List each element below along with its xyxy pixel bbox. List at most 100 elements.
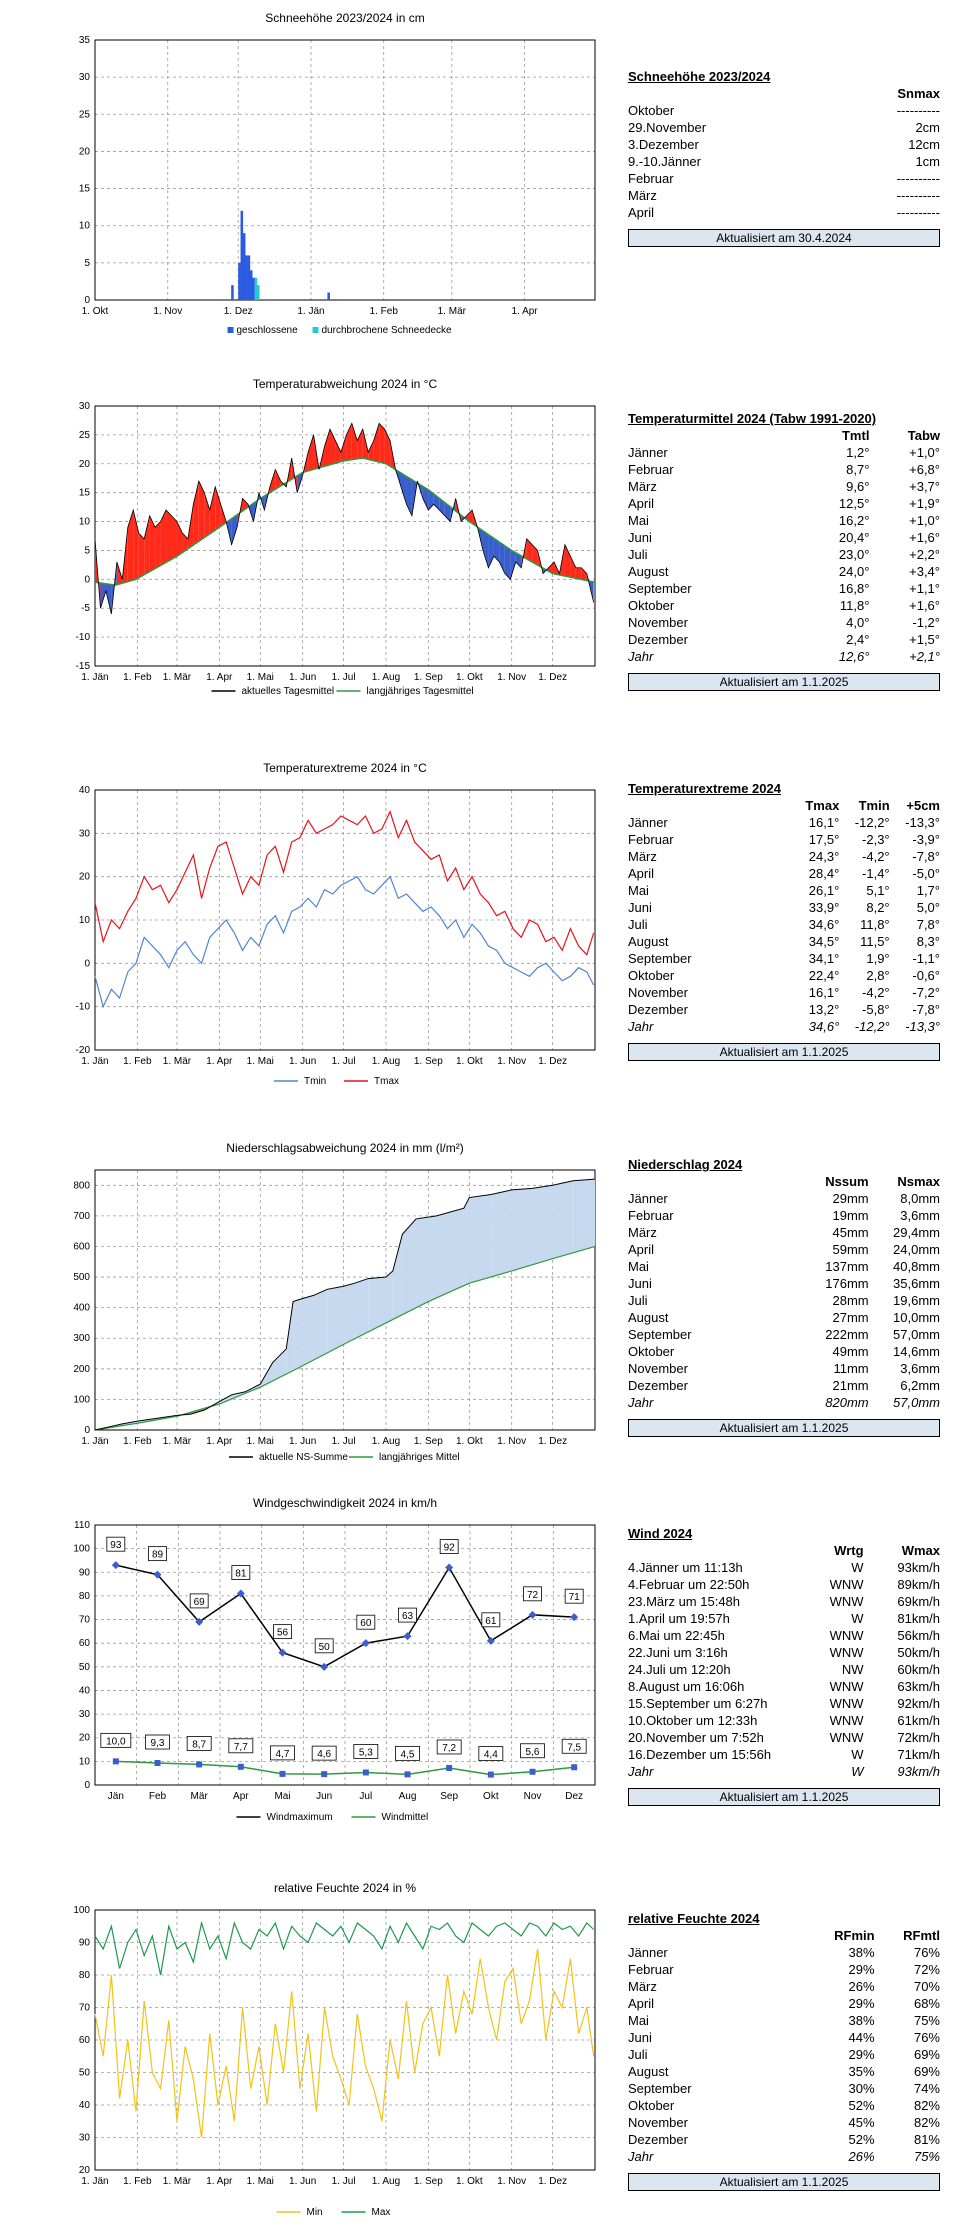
wind-max-point	[528, 1610, 537, 1619]
column-header: Nssum	[825, 1174, 869, 1189]
cell-value: -4,2°	[862, 985, 890, 1000]
warm-deviation-area	[138, 533, 145, 578]
warm-deviation-area	[362, 429, 369, 460]
warm-deviation-area	[324, 429, 330, 467]
y-tick-label: 40	[79, 1685, 91, 1696]
cold-deviation-area	[504, 545, 511, 580]
cell-value: 222mm	[825, 1327, 869, 1342]
row-label: Februar	[628, 1208, 674, 1223]
cell-value: 23,0°	[838, 547, 870, 562]
chart-title: Niederschlagsabweichung 2024 in mm (l/m²…	[226, 1141, 463, 1155]
row-label: April	[628, 866, 655, 881]
cell-value: 26,1°	[808, 883, 840, 898]
table-row: Jänner 29mm 8,0mm	[628, 1190, 940, 1207]
row-label: 23.März um 15:48h	[628, 1594, 741, 1609]
cell-value: 11,8°	[860, 917, 890, 932]
data-label: 93	[110, 1540, 122, 1551]
wind-mean-point	[571, 1764, 578, 1771]
row-label: 22.Juni um 3:16h	[628, 1645, 728, 1660]
data-label-box	[478, 1746, 504, 1762]
cell-value: 24,0mm	[893, 1242, 940, 1257]
cell-value: 16,8°	[838, 581, 870, 596]
row-label: April	[628, 205, 655, 220]
cell-value: WNW	[829, 1679, 864, 1694]
column-header	[628, 85, 803, 102]
cell-value: 49mm	[832, 1344, 869, 1359]
y-tick-label: 0	[84, 295, 90, 306]
cell-value: -2,3°	[862, 832, 890, 847]
wind-mean-point	[196, 1761, 203, 1768]
cell-value: 75%	[913, 2013, 940, 2028]
data-label: 4,6	[317, 1749, 331, 1760]
legend-label: langjähriges Mittel	[379, 1452, 460, 1463]
cell-value: 16,1°	[808, 815, 840, 830]
cell-value: -1,4°	[862, 866, 890, 881]
y-tick-label: -20	[76, 1045, 91, 1056]
row-label: September	[628, 2081, 692, 2096]
y-tick-label: -10	[76, 1002, 91, 1013]
daily-mean-line	[94, 422, 595, 615]
header-row: Snmax	[628, 85, 940, 102]
cell-value: 38%	[848, 1945, 875, 1960]
x-tick-label: Nov	[524, 1791, 542, 1802]
cell-value: WNW	[829, 1730, 864, 1745]
x-tick-label: 1. Okt	[82, 306, 109, 317]
table-row: 8.August um 16:06h WNW 63km/h	[628, 1678, 940, 1695]
x-tick-label: 1. Sep	[414, 1436, 443, 1447]
warm-deviation-area	[275, 469, 281, 490]
column-header: Tmtl	[841, 428, 870, 443]
x-tick-label: 1. Mär	[163, 2176, 192, 2187]
row-label: März	[628, 479, 657, 494]
table-row: Oktober 22,4° 2,8° -0,6°	[628, 967, 940, 984]
x-tick-label: 1. Mai	[247, 672, 274, 683]
data-label-box	[186, 1736, 212, 1751]
row-label: 3.Dezember	[628, 137, 699, 152]
surplus-area	[385, 1270, 393, 1323]
snow-bar-closed	[247, 255, 251, 300]
wind-max-point	[403, 1632, 412, 1641]
y-tick-label: 60	[79, 1638, 91, 1649]
row-label: 29.November	[628, 120, 707, 135]
surplus-area	[286, 1301, 294, 1375]
row-label: Jänner	[628, 815, 668, 830]
wind-mean-point	[112, 1758, 119, 1765]
table-row: Jänner 38% 76%	[628, 1944, 940, 1961]
row-label: Jänner	[628, 1191, 668, 1206]
stats-table: Nssum Nsmax Jänner 29mm 8,0mm Februar 19mm 3,6m…	[628, 1173, 940, 1411]
y-tick-label: 500	[73, 1272, 90, 1283]
cell-value: WNW	[829, 1577, 864, 1592]
cell-value: 93km/h	[897, 1764, 940, 1779]
table-row: Juli 28mm 19,6mm	[628, 1292, 940, 1309]
table-row: Juli 23,0° +2,2°	[628, 546, 940, 563]
precipitation-section: Niederschlagsabweichung 2024 in mm (l/m²…	[0, 1110, 957, 1480]
cold-deviation-area	[422, 486, 429, 510]
cell-value: 1,2°	[846, 445, 870, 460]
snow-bar-broken	[254, 277, 258, 300]
snow-bar-broken	[256, 285, 260, 300]
y-tick-label: 30	[79, 2133, 91, 2144]
data-label: 60	[360, 1618, 372, 1629]
temperature-deviation-chart: Temperaturabweichung 2024 in °C -15 -10 -5 0…	[76, 377, 596, 697]
y-tick-label: -5	[81, 603, 90, 614]
cell-value: 29mm	[832, 1191, 869, 1206]
x-tick-label: 1. Mär	[163, 1056, 192, 1067]
warm-deviation-area	[144, 515, 150, 575]
stats-table: Tmtl Tabw Jänner 1,2° +1,0° Februar 8,7° +6,8° M…	[628, 427, 940, 665]
cell-value: 28mm	[832, 1293, 869, 1308]
cell-value: 1,9°	[866, 951, 890, 966]
cell-value: 45%	[848, 2115, 875, 2130]
cell-value: 93km/h	[897, 1560, 940, 1575]
snow-depth-chart: Schneehöhe 2023/2024 in cm 0 5 10 15 20 25 30 35…	[79, 11, 596, 336]
warm-deviation-area	[570, 556, 576, 579]
table-row: April 12,5° +1,9°	[628, 495, 940, 512]
x-tick-label: 1. Okt	[456, 1436, 483, 1447]
cell-value: +1,6°	[909, 530, 940, 545]
warm-deviation-area	[127, 510, 134, 582]
panel-title: relative Feuchte 2024	[628, 1911, 760, 1926]
cell-value: -1,1°	[912, 951, 940, 966]
table-row: Juni 44% 76%	[628, 2029, 940, 2046]
data-label-box	[439, 1539, 459, 1554]
cell-value: 81%	[913, 2132, 940, 2147]
table-row: September 30% 74%	[628, 2080, 940, 2097]
table-row: 16.Dezember um 15:56h W 71km/h	[628, 1746, 940, 1763]
